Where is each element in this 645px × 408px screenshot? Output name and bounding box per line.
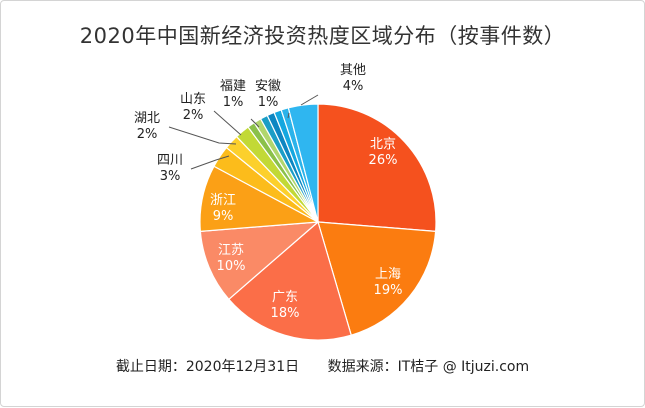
slice-label-广东: 广东 (272, 290, 298, 305)
leader-line-其他 (300, 94, 319, 106)
pie-slice-江苏 (199, 221, 320, 301)
pie-slice-广东 (227, 220, 352, 341)
pie-slice-北京 (317, 103, 437, 232)
slice-value-湖北: 2% (137, 127, 158, 142)
leader-line-山东 (213, 110, 242, 136)
slice-label-浙江: 浙江 (210, 193, 236, 208)
slice-label-上海: 上海 (375, 267, 401, 282)
slice-label-山东: 山东 (180, 92, 206, 107)
leader-line-福建 (250, 118, 260, 128)
leader-line-四川 (190, 155, 230, 170)
slice-label-北京: 北京 (370, 137, 396, 152)
chart-footer: 截止日期：2020年12月31日 数据来源：IT桔子 @ Itjuzi.com (1, 356, 644, 376)
slice-value-上海: 19% (374, 283, 403, 298)
slice-value-安徽: 1% (258, 95, 279, 110)
slice-value-江苏: 10% (217, 259, 246, 274)
footer-date: 截止日期：2020年12月31日 (115, 359, 300, 375)
slice-label-福建: 福建 (220, 79, 246, 94)
slice-value-北京: 26% (369, 153, 398, 168)
pie-slice-上海 (317, 221, 437, 336)
slice-value-其他: 4% (343, 79, 364, 94)
slice-value-福建: 1% (223, 95, 244, 110)
slice-value-浙江: 9% (213, 209, 234, 224)
chart-title: 2020年中国新经济投资热度区域分布（按事件数） (79, 24, 566, 48)
slice-value-四川: 3% (160, 169, 181, 184)
slice-value-山东: 2% (183, 108, 204, 123)
slice-value-广东: 18% (271, 306, 300, 321)
footer-source: 数据来源：IT桔子 @ Itjuzi.com (327, 359, 530, 375)
slice-label-湖北: 湖北 (134, 111, 160, 126)
slice-label-四川: 四川 (157, 153, 183, 168)
slice-label-江苏: 江苏 (218, 242, 244, 258)
pie-slice-其他 (287, 103, 319, 223)
leader-line-安徽 (287, 112, 290, 119)
leader-line-湖北 (168, 126, 237, 145)
slice-label-安徽: 安徽 (255, 79, 281, 94)
slice-label-其他: 其他 (340, 63, 366, 78)
